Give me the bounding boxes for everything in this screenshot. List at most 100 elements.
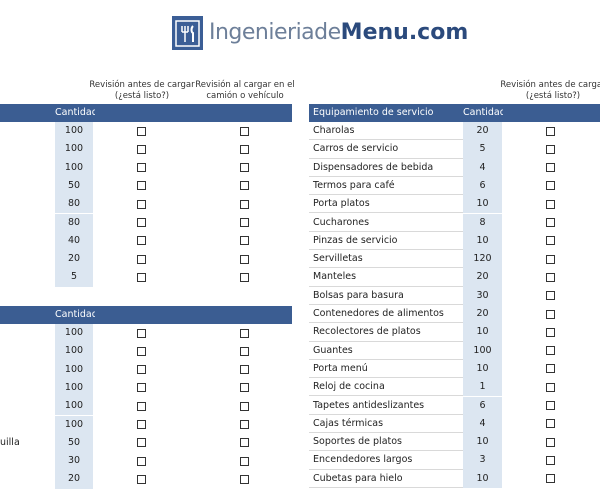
checkbox (546, 272, 555, 282)
checkbox (546, 437, 555, 447)
quantity: 30 (55, 452, 93, 471)
checkbox (240, 254, 249, 264)
quantity: 10 (463, 323, 502, 342)
logo-bold: Menu (340, 20, 409, 45)
quantity: 20 (463, 305, 502, 324)
quantity: 100 (463, 341, 502, 360)
checkbox (240, 474, 249, 484)
quantity: 5 (463, 140, 502, 159)
table-header (0, 104, 292, 122)
checkbox (137, 346, 146, 356)
quantity: 10 (463, 231, 502, 251)
quantity: 80 (55, 195, 93, 214)
checkbox (546, 254, 555, 264)
quantity: 10 (463, 469, 502, 488)
checkbox (137, 163, 146, 173)
quantity: 4 (463, 414, 502, 434)
quantity: 1 (463, 378, 502, 397)
quantity: 6 (463, 396, 502, 415)
checkbox (546, 199, 555, 209)
row-label: Charolas (309, 122, 463, 141)
row-label: Dispensadores de bebida (309, 159, 463, 177)
checkbox (240, 456, 249, 466)
checkbox (546, 181, 555, 191)
table-title: Equipamiento de servicio (313, 104, 463, 122)
row-label: Servilletas (309, 250, 463, 269)
row-label: Manteles (309, 268, 463, 287)
quantity: 100 (55, 397, 93, 416)
quantity: 100 (55, 140, 93, 159)
quantity: 20 (463, 122, 502, 141)
quantity: 100 (55, 324, 93, 343)
checkbox (546, 474, 555, 484)
row-label: Cubetas para hielo (309, 470, 463, 488)
checkbox (137, 272, 146, 282)
quantity: 8 (463, 213, 502, 232)
row-label: Guantes (309, 342, 463, 360)
quantity: 10 (463, 195, 502, 214)
row-label: Porta platos (309, 195, 463, 214)
quantity: 100 (55, 360, 93, 379)
quantity: 50 (55, 176, 93, 196)
quantity: 20 (55, 250, 93, 269)
checkbox (137, 199, 146, 209)
row-label: Porta menú (309, 360, 463, 379)
column-header: camión o vehículo (206, 91, 284, 101)
checkbox (240, 126, 249, 136)
checkbox (546, 382, 555, 392)
row-label: Cajas térmicas (309, 415, 463, 434)
quantity: 6 (463, 176, 502, 196)
checkbox (137, 438, 146, 448)
row-label: Termos para café (309, 177, 463, 196)
column-header: Revisión antes de cargar (500, 80, 600, 90)
quantity: 10 (463, 433, 502, 452)
table-header (0, 306, 292, 324)
checkbox (240, 346, 249, 356)
checkbox (240, 218, 249, 227)
checkbox (137, 365, 146, 375)
checkbox (546, 163, 555, 173)
checkbox (240, 383, 249, 393)
column-header: Revisión al cargar en el (195, 80, 295, 90)
column-header: Revisión antes de cargar (89, 80, 195, 90)
checkbox (546, 364, 555, 374)
checkbox (137, 254, 146, 264)
quantity: 100 (55, 378, 93, 398)
row-label: Cucharones (309, 214, 463, 232)
checkbox (137, 218, 146, 227)
checkbox (546, 144, 555, 154)
checkbox (546, 218, 555, 227)
quantity: 100 (55, 342, 93, 361)
checkbox (546, 455, 555, 465)
quantity: 80 (55, 213, 93, 232)
row-label: Recolectores de platos (309, 323, 463, 342)
quantity: 20 (55, 470, 93, 489)
checkbox (546, 309, 555, 319)
quantity: 120 (463, 250, 502, 269)
quantity: 10 (463, 359, 502, 379)
row-label: Encendedores largos (309, 451, 463, 470)
checkbox (546, 327, 555, 337)
checkbox (137, 126, 146, 136)
checkbox (240, 236, 249, 246)
logo-icon (172, 16, 203, 50)
checkbox (546, 346, 555, 356)
checkbox (137, 401, 146, 411)
checkbox (137, 181, 146, 191)
quantity: 20 (463, 268, 502, 287)
quantity: 50 (55, 433, 93, 453)
checkbox (137, 420, 146, 429)
quantity: 100 (55, 415, 93, 434)
checkbox (240, 365, 249, 375)
column-header: (¿está listo?) (114, 91, 170, 101)
quantity: 30 (463, 286, 502, 305)
quantity: 3 (463, 451, 502, 470)
logo-text: IngenieriadeMenu.com (209, 18, 468, 48)
row-label: Pinzas de servicio (309, 232, 463, 251)
row-label: Tapetes antideslizantes (309, 397, 463, 415)
checkbox (240, 420, 249, 429)
checkbox (240, 163, 249, 173)
checkbox (546, 419, 555, 429)
checkbox (546, 291, 555, 301)
